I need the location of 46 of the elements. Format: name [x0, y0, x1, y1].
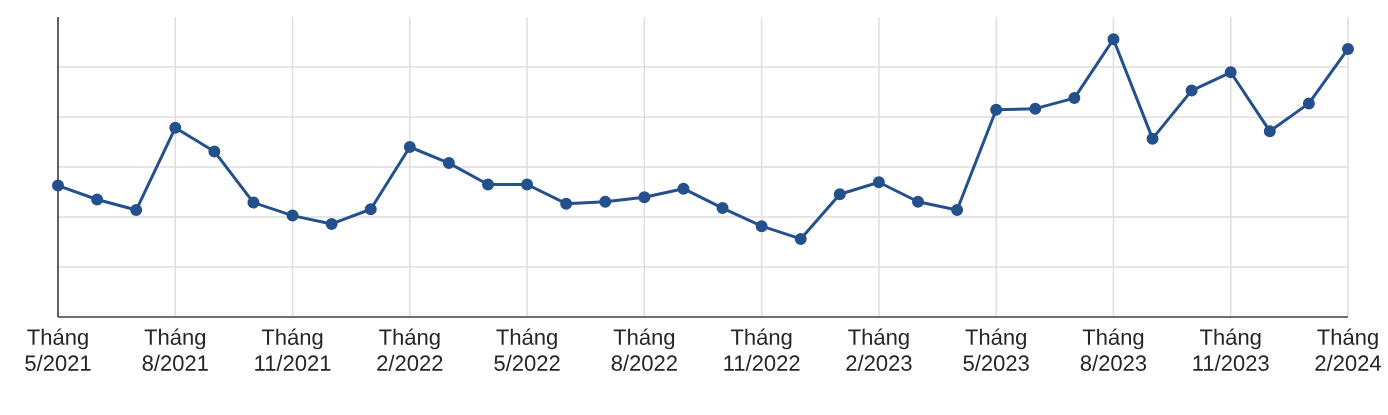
point [1146, 132, 1159, 145]
point [91, 193, 104, 206]
point [364, 203, 377, 216]
point [442, 157, 455, 170]
point [1107, 33, 1120, 46]
point [482, 178, 494, 191]
point [872, 176, 885, 189]
x-tick-label: Tháng 5/2021 [25, 328, 91, 371]
x-tick-label: Tháng 2/2022 [377, 328, 443, 371]
point [716, 202, 729, 215]
point [1341, 42, 1354, 55]
point [521, 178, 534, 191]
x-tick-label: Tháng 2/2024 [1315, 328, 1381, 371]
point [403, 141, 416, 153]
point [755, 220, 768, 233]
x-tick-label: Tháng 8/2023 [1080, 328, 1147, 371]
point [247, 196, 260, 209]
point [325, 217, 338, 230]
point [169, 121, 182, 134]
point [52, 179, 64, 192]
x-tick-label: Tháng 8/2021 [142, 328, 208, 371]
x-tick-label: Tháng 2/2023 [846, 328, 912, 371]
point [560, 197, 573, 210]
point [1263, 125, 1276, 138]
point [990, 103, 1003, 116]
x-tick-label: Tháng 5/2023 [963, 328, 1029, 371]
x-tick-label: Tháng 11/2021 [255, 328, 331, 371]
point [1029, 102, 1042, 115]
point [794, 232, 807, 245]
point [1068, 92, 1081, 105]
x-tick-label: Tháng 8/2022 [611, 328, 677, 371]
point [677, 182, 690, 195]
point [130, 204, 143, 217]
point [599, 195, 612, 208]
x-tick-label: Tháng 11/2022 [724, 328, 800, 371]
point [911, 195, 924, 208]
point [208, 145, 221, 158]
point [833, 188, 846, 201]
point [638, 191, 651, 204]
point [1224, 66, 1237, 79]
x-tick-label: Tháng 5/2022 [494, 328, 560, 371]
point [951, 204, 964, 217]
x-tick-label: Tháng 11/2023 [1193, 328, 1269, 371]
point [286, 209, 299, 222]
point [1185, 84, 1198, 97]
point [1302, 97, 1315, 110]
